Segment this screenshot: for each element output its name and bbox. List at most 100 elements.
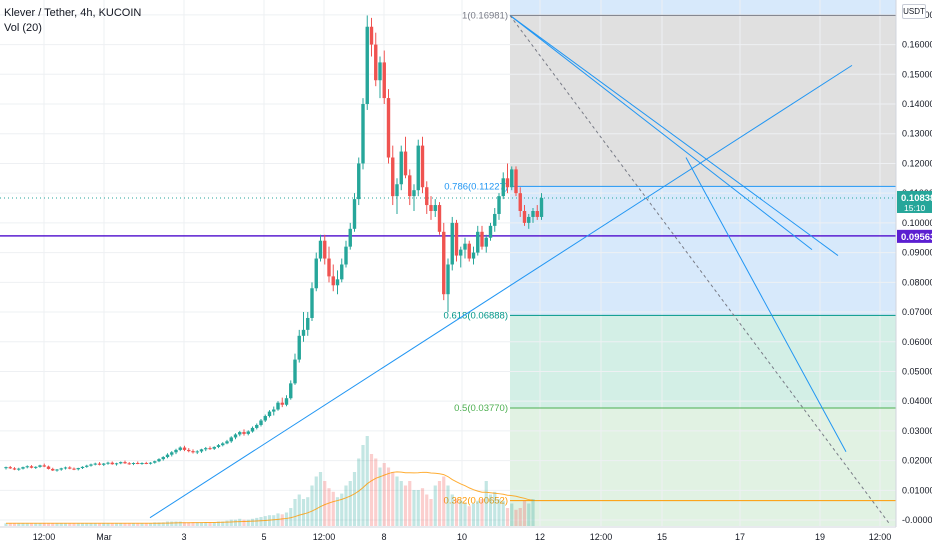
volume-bar <box>399 481 403 526</box>
candle-body <box>391 157 395 197</box>
candle-body <box>38 465 42 467</box>
candle-body <box>522 210 527 223</box>
volume-bar <box>484 481 488 526</box>
volume-bar <box>178 521 182 526</box>
candle-body <box>12 468 17 470</box>
volume-bar <box>510 503 514 526</box>
candle-body <box>331 276 335 286</box>
volume-bar <box>80 523 85 526</box>
candle-body <box>136 462 140 464</box>
x-tick-label: 15 <box>657 532 667 542</box>
candle-body <box>340 264 344 280</box>
volume-bar <box>4 523 8 526</box>
y-tick-label: 0.01000 <box>902 485 932 495</box>
candle-body <box>191 451 195 453</box>
support-price-badge <box>897 229 932 243</box>
candle-body <box>484 237 488 247</box>
candle-body <box>459 249 463 256</box>
volume-bar <box>110 523 114 526</box>
candle-body <box>518 193 522 211</box>
volume-bar <box>170 521 174 526</box>
volume-bar <box>531 499 535 526</box>
candle-body <box>425 187 429 206</box>
candle-body <box>314 258 318 289</box>
candle-body <box>259 420 263 425</box>
y-tick-label: 0.15000 <box>902 69 932 79</box>
candle-body <box>280 402 284 405</box>
support-price-value: 0.09563 <box>901 232 932 243</box>
candle-body <box>382 62 386 99</box>
candle-body <box>433 205 437 211</box>
candle-body <box>527 216 531 223</box>
x-tick-label: 12 <box>535 532 545 542</box>
volume-bar <box>323 481 327 526</box>
volume-bar <box>488 494 493 526</box>
candle-body <box>297 335 301 360</box>
volume-indicator-label: Vol (20) <box>4 22 42 34</box>
candle-body <box>97 463 102 465</box>
candle-body <box>250 427 255 432</box>
volume-bar <box>242 519 246 526</box>
volume-bar <box>46 523 51 526</box>
candle-body <box>233 434 238 438</box>
candle-body <box>59 468 63 470</box>
trendline <box>685 157 847 452</box>
candle-body <box>123 462 127 464</box>
volume-bar <box>365 436 369 526</box>
candle-body <box>476 231 480 253</box>
volume-bar <box>238 518 242 526</box>
currency-unit-badge[interactable]: USDT <box>902 4 926 19</box>
candle-body <box>493 213 497 226</box>
candle-body <box>72 468 76 470</box>
volume-bar <box>467 506 471 526</box>
volume-bar <box>352 472 357 526</box>
x-tick-label: 5 <box>261 532 266 542</box>
candle-body <box>352 199 357 229</box>
candle-body <box>369 26 374 45</box>
candle-body <box>412 190 416 197</box>
volume-bar <box>157 522 161 526</box>
volume-bar <box>454 499 459 526</box>
time-axis-panel <box>0 527 932 550</box>
candle-body <box>42 465 46 467</box>
fib-zone-0618-05 <box>510 315 896 409</box>
candle-body <box>505 178 510 188</box>
volume-bar <box>17 523 21 526</box>
x-tick-label: 12:00 <box>33 532 56 542</box>
candle-body <box>127 463 131 465</box>
candle-body <box>246 431 250 434</box>
volume-bar <box>306 497 310 526</box>
fib-level-label: 0.5(0.03770) <box>454 403 508 414</box>
volume-bar <box>471 503 476 526</box>
volume-bar <box>293 499 297 526</box>
volume-bar <box>395 476 399 526</box>
volume-bar <box>246 519 250 526</box>
x-tick-label: 12:00 <box>869 532 892 542</box>
candle-body <box>386 98 391 158</box>
y-tick-label: 0.14000 <box>902 99 932 109</box>
volume-bar <box>212 522 216 526</box>
volume-bar <box>514 509 518 526</box>
volume-bar <box>429 499 433 526</box>
candle-body <box>289 383 293 399</box>
volume-bar <box>501 500 505 526</box>
candle-body <box>178 447 182 450</box>
candle-body <box>140 462 144 464</box>
y-tick-label: 0.13000 <box>902 129 932 139</box>
volume-bar <box>148 523 153 526</box>
candle-body <box>437 205 442 232</box>
candle-body <box>318 240 323 259</box>
candle-body <box>80 466 85 469</box>
volume-bar <box>527 503 531 526</box>
volume-bar <box>416 490 420 526</box>
volume-bar <box>140 523 144 526</box>
volume-bar <box>344 485 348 526</box>
volume-bar <box>280 514 284 526</box>
volume-bar <box>93 523 97 526</box>
candle-body <box>374 44 378 81</box>
volume-bar <box>442 476 446 526</box>
candle-body <box>429 205 433 211</box>
volume-bar <box>174 521 178 526</box>
